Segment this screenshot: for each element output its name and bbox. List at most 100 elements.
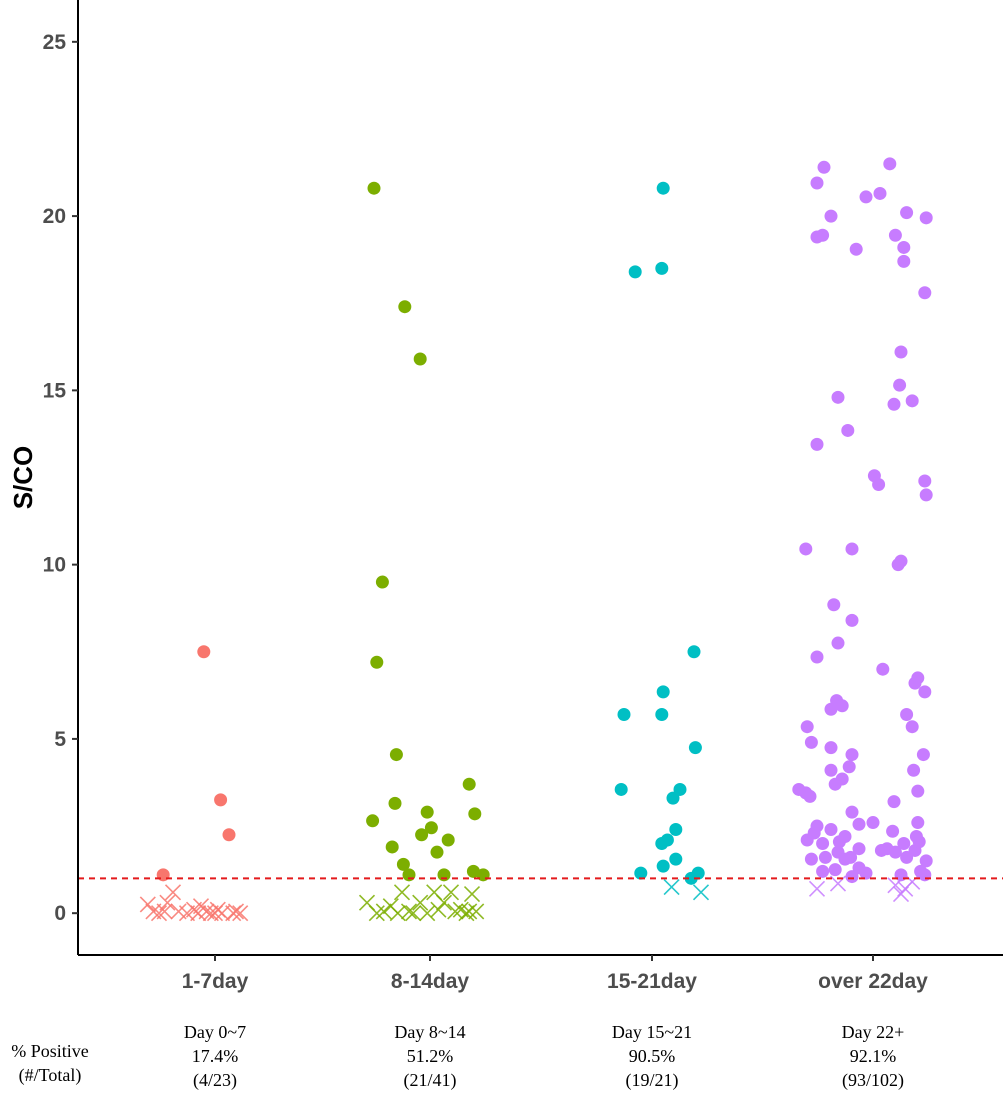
negative-point [405, 905, 422, 922]
positive-point [827, 598, 841, 612]
positive-point [673, 782, 687, 796]
positive-point [919, 854, 933, 868]
positive-point [918, 286, 932, 300]
positive-point [859, 866, 873, 880]
positive-point [415, 828, 429, 842]
summary-day-22-plus: Day 22+ 92.1% (93/102) [793, 1020, 953, 1092]
positive-point [900, 850, 914, 864]
summary-count: (4/23) [193, 1070, 237, 1090]
positive-point [845, 748, 859, 762]
negative-point [368, 905, 385, 922]
negative-point [393, 884, 411, 901]
positive-point [874, 843, 888, 857]
positive-point [873, 186, 887, 200]
positive-point [835, 699, 849, 713]
positive-point [655, 836, 669, 850]
summary-percent: 51.2% [406, 1046, 454, 1066]
negative-point [139, 896, 156, 913]
positive-point [634, 866, 648, 880]
positive-point [222, 828, 236, 842]
positive-point [845, 805, 859, 819]
positive-point [810, 437, 824, 451]
y-tick-label: 5 [54, 728, 66, 751]
summary-range: Day 15~21 [611, 1022, 693, 1042]
summary-count: (19/21) [625, 1070, 679, 1090]
summary-row-label: % Positive (#/Total) [0, 1039, 100, 1087]
positive-point [845, 613, 859, 627]
positive-point [872, 477, 886, 491]
positive-point [831, 390, 845, 404]
negative-point [227, 903, 245, 920]
negative-point [430, 901, 447, 918]
positive-point [424, 821, 438, 835]
summary-percent: 90.5% [628, 1046, 676, 1066]
positive-point [655, 708, 669, 722]
positive-point [866, 816, 880, 830]
positive-point [887, 397, 901, 411]
positive-point [628, 265, 642, 279]
negative-point [419, 905, 436, 922]
positive-point [817, 160, 831, 174]
negative-point [808, 880, 826, 897]
positive-point [919, 211, 933, 225]
positive-point [366, 814, 380, 828]
positive-point [818, 850, 832, 864]
positive-point [666, 791, 680, 805]
positive-point [656, 181, 670, 195]
summary-range: Day 8~14 [394, 1022, 466, 1042]
negative-point [663, 878, 680, 896]
positive-point [876, 662, 890, 676]
negative-point [400, 903, 418, 920]
positive-point [396, 857, 410, 871]
positive-point [918, 474, 932, 488]
positive-point [816, 836, 830, 850]
positive-point [893, 378, 907, 392]
positive-point [849, 242, 863, 256]
positive-point [389, 748, 403, 762]
negative-point [692, 884, 710, 901]
y-tick-label: 20 [43, 205, 66, 228]
scatter-plot: 0 5 10 15 20 25 1-7day 8-14day 15-21day over 22d… [8, 0, 1003, 993]
positive-point [810, 650, 824, 664]
positive-point [824, 823, 838, 837]
x-tick-label: 1-7day [182, 970, 249, 993]
positive-point [197, 645, 211, 659]
summary-percent: 92.1% [849, 1046, 897, 1066]
positive-point [398, 300, 412, 314]
positive-point [918, 685, 932, 699]
positive-point [886, 824, 900, 838]
positive-point [894, 345, 908, 359]
negative-point [461, 903, 478, 920]
positive-point [897, 240, 911, 254]
y-tick-label: 10 [43, 554, 66, 577]
summary-range: Day 0~7 [183, 1022, 247, 1042]
negative-point [468, 903, 485, 920]
summary-row-label-line1: % Positive [11, 1041, 89, 1061]
negative-point [164, 884, 182, 901]
y-axis-title: S/CO [8, 446, 38, 510]
positive-point [845, 542, 859, 556]
positive-point [883, 157, 897, 171]
positive-point [462, 777, 476, 791]
positive-point [900, 206, 914, 220]
summary-day-15-21: Day 15~21 90.5% (19/21) [572, 1020, 732, 1092]
positive-point [466, 864, 480, 878]
positive-point [385, 840, 399, 854]
positive-point [897, 254, 911, 268]
positive-point [894, 868, 908, 882]
y-tick-label: 25 [43, 31, 67, 54]
positive-point [468, 807, 482, 821]
positive-point [669, 852, 683, 866]
positive-point [905, 720, 919, 734]
positive-point [437, 868, 451, 882]
positive-point [859, 190, 873, 204]
positive-point [888, 845, 902, 859]
negative-point [159, 894, 176, 911]
y-tick-label: 15 [43, 379, 67, 402]
positive-point [669, 823, 683, 837]
negative-point [213, 905, 231, 922]
x-axis-ticks: 1-7day 8-14day 15-21day over 22day [182, 955, 928, 993]
positive-point [799, 542, 813, 556]
positive-point [402, 868, 416, 882]
summary-day-8-14: Day 8~14 51.2% (21/41) [350, 1020, 510, 1092]
